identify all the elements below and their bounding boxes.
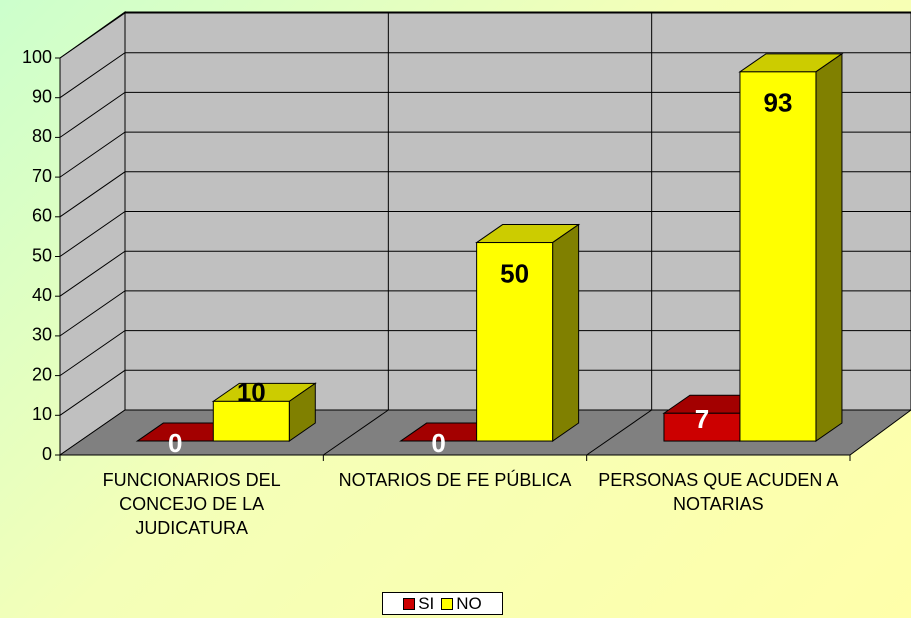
- legend-label: NO: [456, 593, 482, 613]
- bar: [663, 412, 741, 442]
- y-tick-label: 50: [32, 245, 52, 265]
- x-tick-label: NOTARIOS DE FE PÚBLICA: [338, 470, 572, 490]
- grid-line: [59, 290, 911, 337]
- y-tick-label: 60: [32, 206, 52, 226]
- y-tick-label: 0: [42, 444, 52, 464]
- grid-line: [59, 369, 911, 416]
- floor-divider: [586, 409, 652, 456]
- bar-side: [815, 52, 843, 443]
- bar: [739, 71, 817, 442]
- value-label: 0: [431, 428, 445, 458]
- y-tick-label: 80: [32, 126, 52, 146]
- grid-line: [59, 52, 911, 99]
- legend: SI NO: [382, 592, 503, 615]
- grid-line: [59, 211, 911, 257]
- legend-label: SI: [418, 593, 435, 613]
- x-tick-label: PERSONAS QUE ACUDEN A NOTARIAS: [598, 470, 839, 514]
- y-tick-label: 100: [22, 47, 52, 67]
- grid-line: [59, 250, 911, 297]
- y-tick-label: 30: [32, 325, 52, 345]
- bar: [476, 242, 554, 442]
- grid-line: [59, 12, 911, 59]
- bar: [212, 400, 290, 442]
- legend-swatch: [403, 597, 416, 610]
- y-tick-label: 40: [32, 285, 52, 305]
- value-label: 10: [237, 377, 266, 407]
- y-tick-label: 10: [32, 404, 52, 424]
- value-label: 50: [500, 258, 529, 288]
- legend-swatch: [441, 597, 454, 610]
- y-tick-label: 70: [32, 166, 52, 186]
- bar-side: [552, 223, 580, 443]
- grid-line: [59, 131, 911, 178]
- value-label: 7: [695, 404, 709, 434]
- floor-divider: [323, 409, 389, 456]
- grid-line: [59, 330, 911, 377]
- grid-line: [59, 171, 911, 218]
- y-tick-label: 20: [32, 364, 52, 384]
- value-label: 93: [763, 88, 792, 118]
- y-tick-label: 90: [32, 86, 52, 106]
- grid-line: [59, 91, 911, 138]
- x-tick-label: FUNCIONARIOS DEL CONCEJO DE LA JUDICATUR…: [102, 470, 281, 538]
- value-label: 0: [168, 428, 182, 458]
